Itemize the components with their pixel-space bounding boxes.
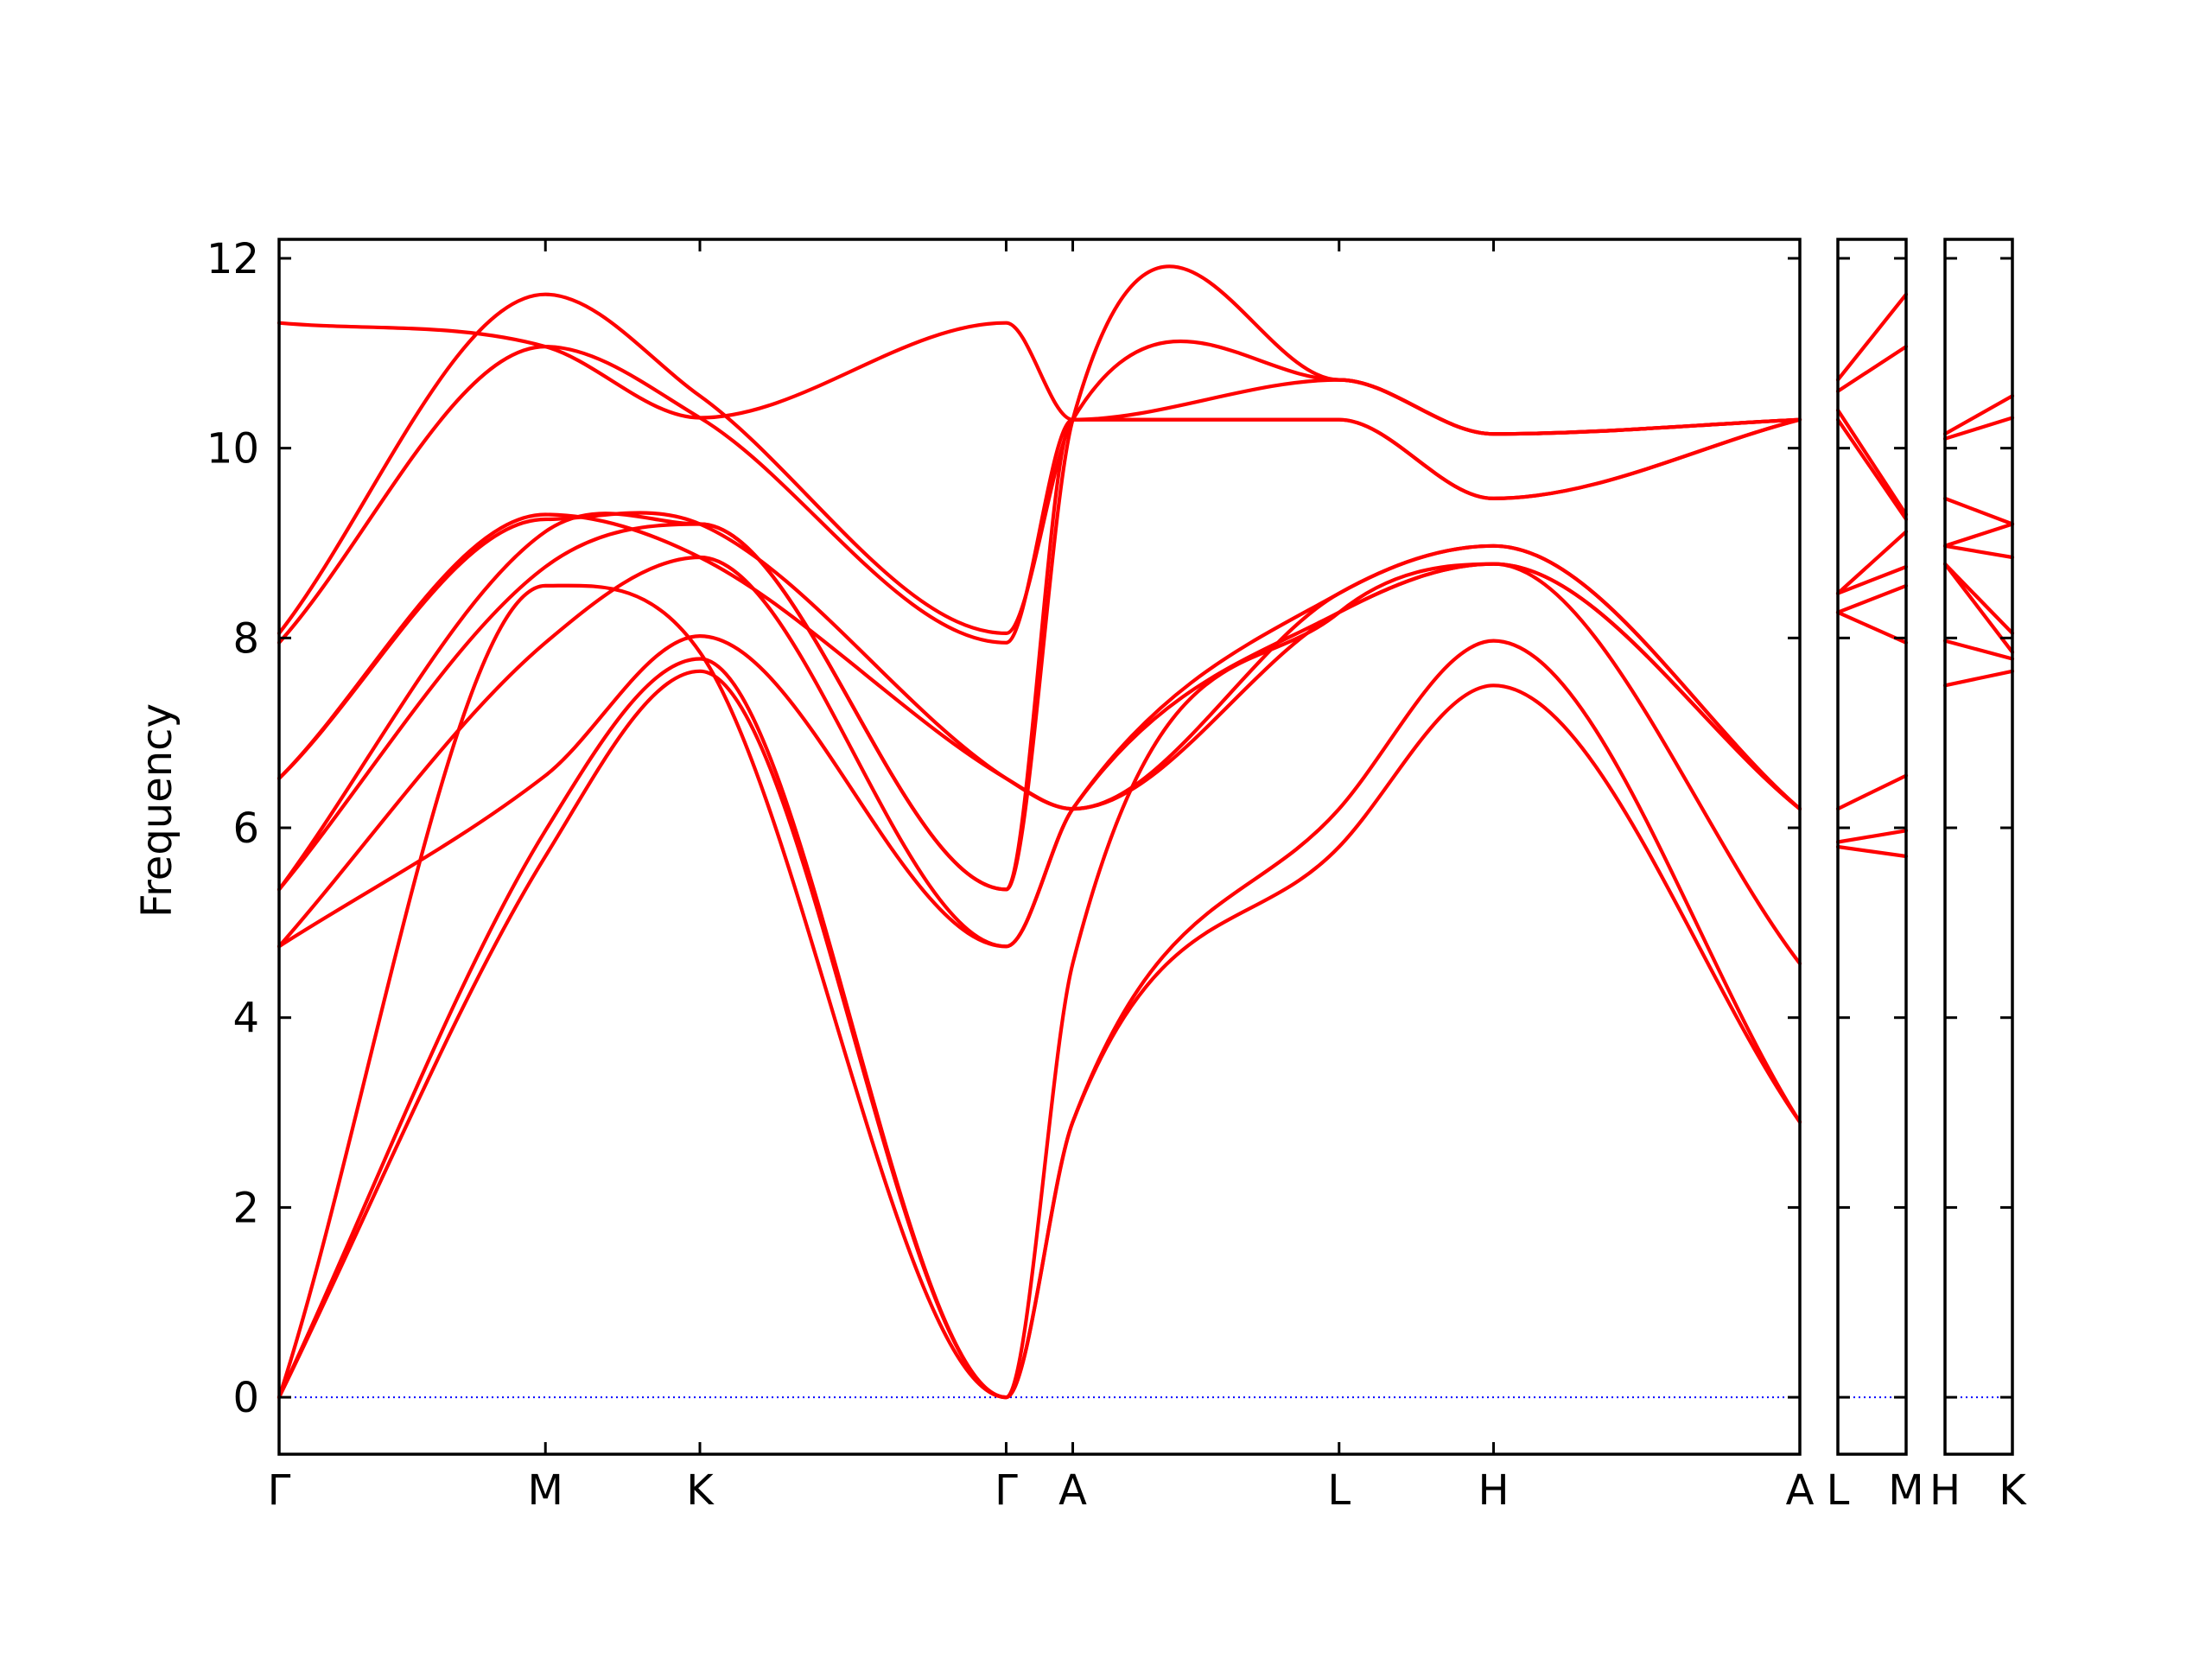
band-line-10 [1835, 345, 1909, 393]
band-line-8 [1835, 417, 1909, 522]
band-line-7 [1835, 530, 1909, 595]
y-tick-label: 2 [232, 1184, 259, 1232]
band-line-8 [1942, 416, 2015, 441]
y-axis-label: Frequency [133, 703, 181, 918]
band-line-11 [1835, 292, 1909, 382]
band-line-11 [276, 292, 1802, 635]
band-line-2 [276, 639, 1802, 1400]
band-line-7 [1942, 496, 2015, 526]
x-tick-label: A [1786, 1466, 1815, 1515]
x-tick-label: H [1929, 1466, 1961, 1515]
panel-frame [1836, 238, 1908, 1456]
x-tick-label: K [1999, 1466, 2027, 1515]
panel-frame [277, 238, 1802, 1456]
band-line-6 [1942, 522, 2015, 548]
band-line-3 [1835, 773, 1909, 811]
panel-frame [1943, 238, 2014, 1456]
band-line-1 [1835, 844, 1909, 859]
band-line-9 [276, 512, 1802, 811]
y-tick-label: 12 [207, 235, 259, 283]
band-line-5 [1835, 583, 1909, 614]
y-tick-label: 6 [232, 804, 259, 853]
band-line-6 [1835, 564, 1909, 595]
band-line-5 [1942, 543, 2015, 560]
x-tick-label: M [1888, 1466, 1923, 1515]
y-tick-label: 10 [207, 425, 259, 474]
band-line-9 [1942, 394, 2015, 436]
x-tick-label: M [528, 1466, 563, 1515]
band-line-4 [1942, 562, 2015, 635]
y-tick-label: 8 [232, 614, 259, 663]
x-tick-label: H [1478, 1466, 1509, 1515]
x-tick-label: K [686, 1466, 715, 1515]
band-line-1 [1942, 669, 2015, 688]
x-tick-label: L [1827, 1466, 1850, 1515]
y-tick-label: 4 [232, 995, 259, 1043]
y-tick-label: 0 [232, 1374, 259, 1422]
band-line-2 [1835, 829, 1909, 844]
x-tick-label: Γ [995, 1466, 1018, 1515]
x-tick-label: Γ [268, 1466, 291, 1515]
band-line-12 [276, 321, 1802, 436]
x-tick-label: A [1058, 1466, 1087, 1515]
band-line-4 [1835, 610, 1909, 645]
band-line-9 [1835, 408, 1909, 517]
x-tick-label: L [1327, 1466, 1351, 1515]
band-line-2 [1942, 639, 2015, 661]
